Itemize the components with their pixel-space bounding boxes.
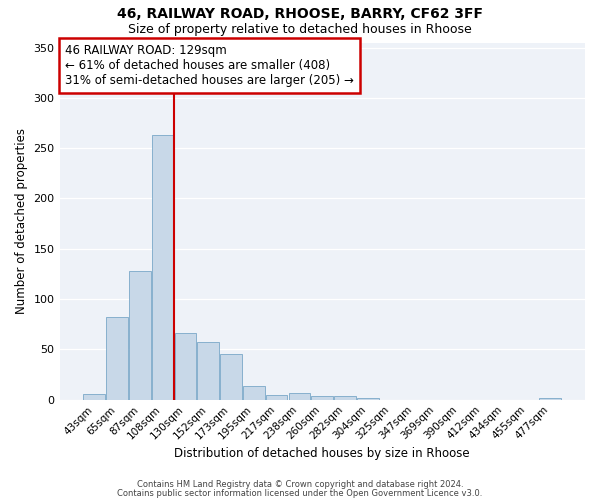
- Bar: [289, 392, 310, 400]
- Text: Contains HM Land Registry data © Crown copyright and database right 2024.: Contains HM Land Registry data © Crown c…: [137, 480, 463, 489]
- Bar: [129, 271, 151, 400]
- Bar: [357, 398, 379, 400]
- Text: Contains public sector information licensed under the Open Government Licence v3: Contains public sector information licen…: [118, 488, 482, 498]
- Bar: [175, 334, 196, 400]
- Bar: [311, 396, 333, 400]
- Bar: [152, 135, 173, 400]
- Text: Size of property relative to detached houses in Rhoose: Size of property relative to detached ho…: [128, 22, 472, 36]
- Text: 46 RAILWAY ROAD: 129sqm
← 61% of detached houses are smaller (408)
31% of semi-d: 46 RAILWAY ROAD: 129sqm ← 61% of detache…: [65, 44, 353, 88]
- Bar: [539, 398, 561, 400]
- Bar: [334, 396, 356, 400]
- Y-axis label: Number of detached properties: Number of detached properties: [15, 128, 28, 314]
- Bar: [266, 394, 287, 400]
- Bar: [83, 394, 105, 400]
- Bar: [106, 317, 128, 400]
- X-axis label: Distribution of detached houses by size in Rhoose: Distribution of detached houses by size …: [175, 447, 470, 460]
- Bar: [220, 354, 242, 400]
- Bar: [243, 386, 265, 400]
- Text: 46, RAILWAY ROAD, RHOOSE, BARRY, CF62 3FF: 46, RAILWAY ROAD, RHOOSE, BARRY, CF62 3F…: [117, 8, 483, 22]
- Bar: [197, 342, 219, 400]
